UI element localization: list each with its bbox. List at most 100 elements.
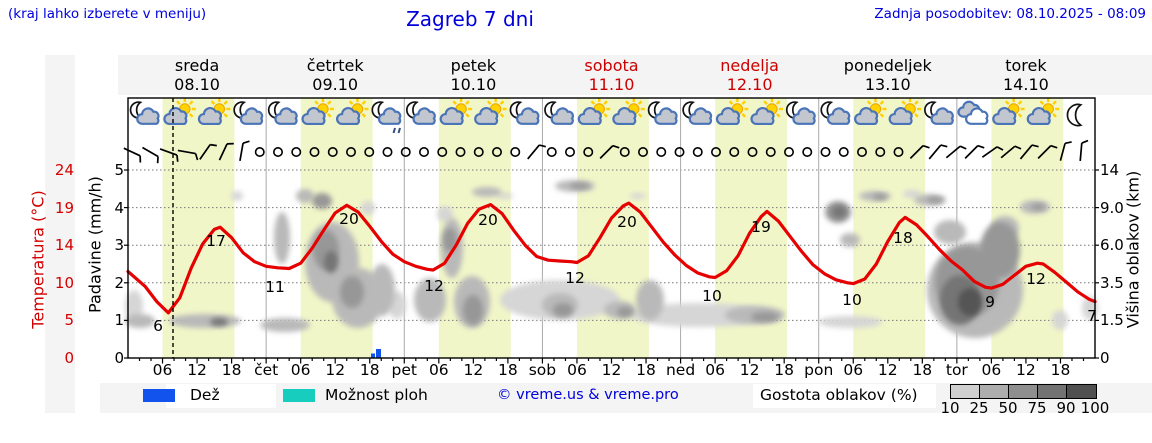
temp-tick: 19 — [54, 198, 74, 217]
moon-cloud-icon — [785, 101, 816, 125]
wind-symbols — [123, 139, 1089, 164]
hour-label: 18 — [221, 361, 242, 379]
temp-tick: 10 — [54, 273, 74, 292]
cloud-height-tick: 1.5 — [1100, 311, 1124, 330]
weather-icons — [129, 98, 1083, 134]
calm-wind-icon — [400, 147, 411, 158]
calm-wind-icon — [546, 147, 557, 158]
hour-label: 12 — [601, 361, 622, 379]
day-header-5: nedelja 12.10 — [681, 56, 819, 94]
hour-label: 06 — [567, 361, 587, 379]
precip-tick: 4 — [114, 198, 124, 217]
hour-label: 06 — [705, 361, 725, 379]
calm-wind-icon — [491, 147, 502, 158]
svg-text:20: 20 — [617, 213, 637, 231]
day-date: 12.10 — [726, 75, 773, 94]
hour-label: 06 — [981, 361, 1002, 379]
hour-label: 06 — [843, 361, 864, 379]
svg-text:10: 10 — [842, 291, 862, 309]
day-name: nedelja — [720, 56, 779, 75]
calm-wind-icon — [291, 147, 302, 158]
density-tick: 75 — [1027, 399, 1047, 417]
day-date: 14.10 — [1003, 75, 1049, 94]
hour-label: 06 — [290, 361, 311, 379]
cloud-height-tick: 6.0 — [1100, 236, 1124, 255]
sun-cloud-icon — [715, 98, 749, 126]
wind-barb-icon — [239, 140, 250, 162]
day-date: 09.10 — [312, 75, 359, 94]
calm-wind-icon — [345, 147, 356, 158]
calm-wind-icon — [364, 147, 375, 158]
wind-barb-icon — [1079, 139, 1089, 162]
sun-cloud-icon — [197, 98, 231, 126]
day-header-7: torek 14.10 — [957, 56, 1095, 94]
hour-label: 12 — [739, 361, 760, 379]
copyright-link[interactable]: © vreme.us & vreme.pro — [497, 387, 679, 403]
calm-wind-icon — [272, 147, 283, 158]
day-header-2: četrtek 09.10 — [266, 56, 404, 94]
moon-cloud-icon — [129, 101, 160, 125]
density-segment — [979, 384, 1009, 399]
wind-barb-icon — [1037, 144, 1058, 159]
day-abbr-label: čet — [254, 361, 279, 379]
sun-cloud-icon — [750, 98, 783, 126]
sun-cloud-icon — [888, 98, 922, 126]
menu-hint: (kraj lahko izberete v meniju) — [8, 6, 207, 22]
density-tick: 90 — [1056, 399, 1076, 417]
rain-legend-box — [166, 384, 276, 408]
wind-barb-icon — [964, 144, 985, 159]
wind-barb-icon — [1000, 145, 1022, 159]
sun-cloud-icon — [612, 98, 645, 126]
moon-cloud-icon — [924, 101, 954, 125]
wind-barb-icon — [981, 146, 1004, 158]
cloud-density-label: Gostota oblakov (%) — [760, 386, 918, 404]
calm-wind-icon — [382, 147, 393, 158]
day-header-1: sreda 08.10 — [128, 56, 266, 94]
svg-text:12: 12 — [565, 269, 585, 287]
hour-label: 12 — [877, 361, 898, 379]
day-name: torek — [1005, 56, 1047, 75]
showers-legend-swatch — [283, 389, 315, 402]
calm-wind-icon — [564, 147, 575, 158]
calm-wind-icon — [674, 147, 685, 158]
day-abbr-label: tor — [945, 361, 968, 379]
calm-wind-icon — [802, 147, 813, 158]
moon-cloud-icon — [509, 101, 540, 125]
calm-wind-icon — [729, 147, 740, 158]
svg-text:9: 9 — [985, 293, 995, 311]
precip-tick: 1 — [114, 311, 124, 330]
wind-barb-icon — [1019, 144, 1039, 160]
wind-barb-icon — [123, 147, 142, 163]
calm-wind-icon — [309, 147, 320, 158]
svg-text:11: 11 — [265, 278, 285, 296]
density-tick: 10 — [940, 399, 960, 417]
svg-text:7: 7 — [1087, 307, 1097, 325]
temp-tick: 24 — [54, 161, 74, 179]
hour-label: 12 — [325, 361, 346, 379]
hour-label: 06 — [152, 361, 173, 379]
cloud-cover-blobs — [125, 180, 1098, 338]
wind-barb-icon — [945, 145, 967, 159]
density-segment — [1037, 384, 1067, 399]
showers-legend-label: Možnost ploh — [325, 386, 428, 404]
day-header-strip — [118, 55, 1152, 95]
wind-barb-icon — [909, 144, 930, 159]
moon-cloud-icon — [233, 101, 264, 125]
wind-barb-icon — [218, 142, 234, 161]
precip-tick: 5 — [114, 161, 124, 179]
calm-wind-icon — [820, 147, 831, 158]
hour-label: 12 — [187, 361, 207, 379]
hour-label: 18 — [498, 361, 518, 379]
hour-label: 18 — [1050, 361, 1071, 379]
cloud-density-box — [753, 384, 936, 408]
hour-label: 18 — [636, 361, 656, 379]
hour-label: 18 — [774, 361, 795, 379]
hour-label: 12 — [463, 361, 484, 379]
moon-cloud-icon — [544, 101, 574, 125]
day-name: sobota — [584, 56, 639, 75]
last-update: Zadnja posodobitev: 08.10.2025 - 08:09 — [874, 6, 1146, 22]
calm-wind-icon — [619, 147, 630, 158]
day-name: sreda — [174, 56, 220, 75]
precip-tick: 2 — [114, 273, 124, 292]
